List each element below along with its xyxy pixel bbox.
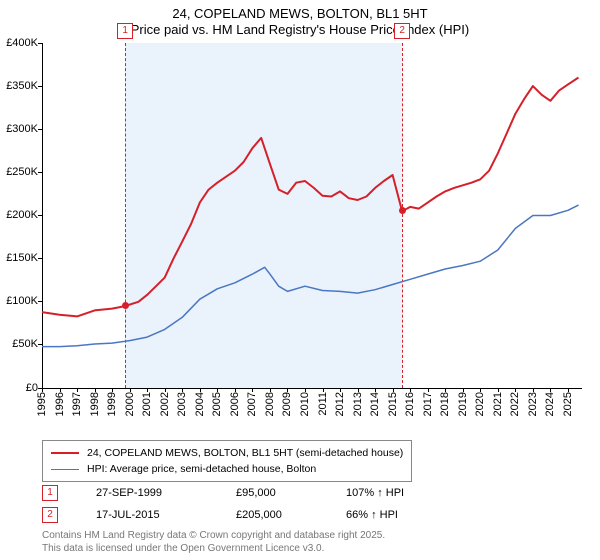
y-tick-label: £50K [0, 338, 38, 350]
x-tick-label: 2000 [124, 392, 136, 416]
y-tick-label: £100K [0, 295, 38, 307]
y-tick-label: £300K [0, 123, 38, 135]
x-tick-label: 2008 [264, 392, 276, 416]
sale-price: £95,000 [236, 487, 346, 499]
sale-date: 27-SEP-1999 [96, 487, 236, 499]
title-block: 24, COPELAND MEWS, BOLTON, BL1 5HT Price… [0, 0, 600, 39]
x-tick-label: 2021 [492, 392, 504, 416]
x-tick-label: 2024 [544, 392, 556, 416]
x-tick-label: 2006 [229, 392, 241, 416]
x-tick-label: 2023 [527, 392, 539, 416]
x-tick-label: 2009 [281, 392, 293, 416]
x-tick-label: 2002 [159, 392, 171, 416]
sale-marker-dot [122, 302, 129, 309]
legend-label: HPI: Average price, semi-detached house,… [87, 463, 316, 475]
legend-swatch [51, 469, 79, 470]
chart-container: 24, COPELAND MEWS, BOLTON, BL1 5HT Price… [0, 0, 600, 560]
sale-marker-box: 2 [42, 507, 58, 523]
x-tick-label: 2017 [422, 392, 434, 416]
series-property [42, 77, 579, 316]
legend-item: 24, COPELAND MEWS, BOLTON, BL1 5HT (semi… [51, 445, 403, 461]
sale-marker-flag: 2 [394, 23, 410, 39]
x-tick-label: 2022 [509, 392, 521, 416]
attribution-line: Contains HM Land Registry data © Crown c… [42, 530, 385, 543]
sale-marker-dot [399, 207, 406, 214]
x-tick-label: 1998 [89, 392, 101, 416]
sales-table: 1 27-SEP-1999 £95,000 107% ↑ HPI 2 17-JU… [42, 482, 466, 526]
x-tick-label: 2020 [474, 392, 486, 416]
x-tick-label: 2007 [246, 392, 258, 416]
x-tick-label: 2004 [194, 392, 206, 416]
y-tick-label: £350K [0, 80, 38, 92]
attribution: Contains HM Land Registry data © Crown c… [42, 530, 385, 555]
legend-swatch [51, 452, 79, 454]
legend: 24, COPELAND MEWS, BOLTON, BL1 5HT (semi… [42, 440, 412, 482]
sale-pct: 107% ↑ HPI [346, 487, 466, 499]
y-tick-label: £0 [0, 382, 38, 394]
x-tick-label: 2019 [457, 392, 469, 416]
sale-price: £205,000 [236, 509, 346, 521]
x-tick-label: 1996 [54, 392, 66, 416]
legend-item: HPI: Average price, semi-detached house,… [51, 461, 403, 477]
y-tick-label: £250K [0, 166, 38, 178]
title-subtitle: Price paid vs. HM Land Registry's House … [0, 22, 600, 38]
sale-date: 17-JUL-2015 [96, 509, 236, 521]
chart-lines [42, 43, 582, 388]
sale-marker-flag: 1 [117, 23, 133, 39]
x-tick-label: 2012 [334, 392, 346, 416]
sales-row: 2 17-JUL-2015 £205,000 66% ↑ HPI [42, 504, 466, 526]
sales-row: 1 27-SEP-1999 £95,000 107% ↑ HPI [42, 482, 466, 504]
title-address: 24, COPELAND MEWS, BOLTON, BL1 5HT [0, 6, 600, 22]
x-tick-label: 2011 [317, 392, 329, 416]
x-tick-label: 2016 [404, 392, 416, 416]
x-tick-label: 2013 [352, 392, 364, 416]
x-tick-label: 2005 [211, 392, 223, 416]
x-tick-label: 2025 [562, 392, 574, 416]
x-tick-label: 2003 [176, 392, 188, 416]
x-tick-label: 2014 [369, 392, 381, 416]
series-hpi [42, 205, 579, 347]
legend-label: 24, COPELAND MEWS, BOLTON, BL1 5HT (semi… [87, 447, 403, 459]
x-tick-label: 2010 [299, 392, 311, 416]
chart-plot-area: £0£50K£100K£150K£200K£250K£300K£350K£400… [42, 43, 582, 388]
x-tick-label: 1995 [36, 392, 48, 416]
x-tick-label: 1997 [71, 392, 83, 416]
x-tick-label: 2015 [387, 392, 399, 416]
y-tick-label: £200K [0, 209, 38, 221]
y-tick-label: £150K [0, 252, 38, 264]
attribution-line: This data is licensed under the Open Gov… [42, 543, 385, 556]
x-tick-label: 1999 [106, 392, 118, 416]
y-tick-label: £400K [0, 37, 38, 49]
sale-marker-box: 1 [42, 485, 58, 501]
sale-pct: 66% ↑ HPI [346, 509, 466, 521]
x-tick-label: 2001 [141, 392, 153, 416]
x-tick-label: 2018 [439, 392, 451, 416]
